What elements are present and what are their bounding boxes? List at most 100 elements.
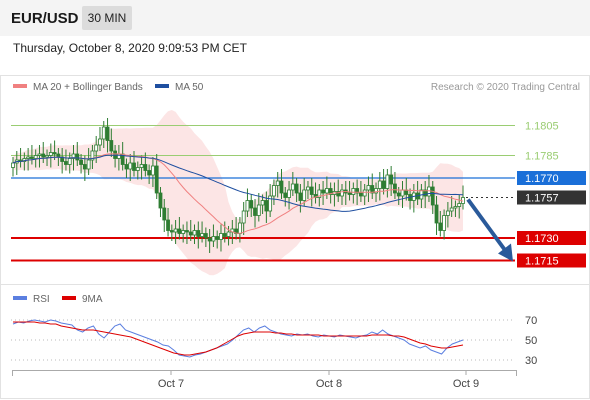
candle-body	[222, 233, 227, 237]
forecast-arrow-head	[498, 243, 513, 262]
candle-body	[389, 174, 394, 185]
candle-body	[143, 164, 148, 171]
candle-body	[253, 207, 257, 216]
candle-body	[309, 186, 314, 195]
candle-body	[442, 215, 446, 231]
candle-body	[396, 192, 401, 197]
candle-body	[109, 140, 114, 152]
candle-body	[211, 236, 216, 242]
level-label-box-last	[517, 190, 586, 205]
level-label-resistance: 1.1785	[525, 151, 559, 163]
candle-body	[449, 207, 454, 212]
candle-body	[147, 170, 152, 176]
level-label-pivot: 1.1770	[525, 173, 559, 185]
ma50-line	[12, 154, 464, 212]
candle-body	[306, 186, 310, 191]
candle-body	[215, 236, 220, 240]
candle-body	[181, 230, 186, 234]
candle-body	[427, 186, 431, 197]
candle-body	[226, 231, 231, 237]
candle-body	[366, 185, 371, 191]
candle-body	[203, 233, 208, 239]
candle-body	[139, 164, 144, 168]
candle-body	[445, 210, 450, 216]
candle-body	[362, 189, 367, 197]
candle-body	[283, 192, 288, 198]
level-label-support: 1.1715	[525, 256, 559, 268]
x-tick-label: Oct 8	[316, 378, 342, 390]
candle-body	[56, 153, 61, 158]
candle-body	[128, 162, 133, 170]
x-tick-label: Oct 7	[158, 378, 184, 390]
level-label-box-support	[517, 231, 586, 245]
bollinger-band	[13, 110, 463, 276]
candle-body	[30, 156, 34, 159]
candle-body	[347, 192, 352, 195]
level-label-box-pivot	[517, 171, 586, 185]
rsi-ma-legend-swatch	[62, 296, 76, 300]
candle-body	[169, 230, 174, 233]
candle-body	[351, 188, 356, 195]
candle-body	[256, 204, 261, 216]
candle-body	[105, 126, 110, 141]
candle-body	[260, 200, 265, 206]
candle-body	[26, 156, 31, 159]
candle-body	[340, 189, 344, 197]
candle-body	[336, 191, 341, 197]
candle-body	[192, 230, 197, 236]
candle-body	[370, 185, 375, 194]
candle-body	[113, 150, 118, 159]
candle-body	[324, 188, 329, 194]
candle-body	[75, 153, 80, 161]
candle-body	[173, 228, 178, 233]
candle-body	[264, 200, 269, 212]
candle-body	[132, 162, 136, 171]
candle-body	[124, 164, 129, 170]
candle-body	[374, 188, 378, 194]
timeframe-badge[interactable]: 30 MIN	[82, 6, 132, 30]
candle-body	[272, 185, 276, 197]
candle-body	[400, 189, 405, 197]
candle-body	[434, 204, 439, 224]
rsi-ma-legend-label: 9MA	[82, 294, 103, 305]
candle-body	[457, 203, 462, 207]
candle-body	[52, 152, 57, 155]
candle-body	[48, 152, 53, 156]
candle-body	[328, 188, 333, 195]
candle-body	[135, 167, 140, 171]
candle-body	[377, 180, 382, 189]
candle-body	[385, 174, 390, 189]
ma50-legend-swatch	[155, 84, 169, 88]
x-tick-label: Oct 9	[453, 378, 479, 390]
rsi-tick-label: 70	[525, 315, 537, 327]
candle-body	[302, 189, 307, 201]
candle-body	[86, 159, 91, 170]
candle-body	[200, 233, 204, 237]
candle-body	[79, 159, 83, 165]
candle-body	[33, 155, 38, 159]
candle-body	[166, 219, 170, 231]
rsi-tick-label: 30	[525, 355, 537, 367]
candle-body	[298, 192, 303, 201]
candle-body	[423, 189, 428, 197]
candle-body	[90, 150, 95, 161]
candle-body	[67, 158, 72, 165]
rsi-tick-label: 50	[525, 335, 537, 347]
candle-body	[162, 207, 167, 221]
candle-body	[94, 144, 99, 152]
rsi-legend-label: RSI	[33, 294, 50, 305]
candle-body	[41, 153, 46, 158]
ma20-legend-label: MA 20 + Bollinger Bands	[33, 82, 143, 93]
candle-body	[11, 162, 15, 168]
candle-body	[294, 183, 299, 194]
candle-body	[241, 210, 246, 224]
level-label-last: 1.1757	[525, 193, 559, 205]
candle-body	[207, 237, 212, 242]
research-credit: Research © 2020 Trading Central	[431, 82, 580, 93]
candle-body	[196, 230, 201, 237]
candle-body	[268, 195, 273, 212]
candle-body	[290, 183, 295, 191]
candle-body	[249, 200, 254, 209]
candle-body	[393, 183, 397, 194]
